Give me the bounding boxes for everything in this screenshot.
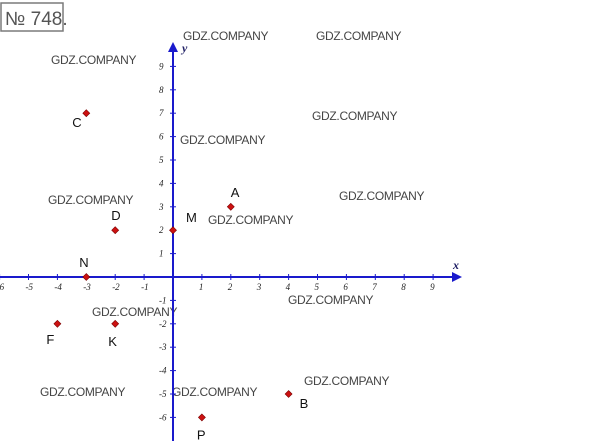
x-tick-label: 5 (315, 282, 320, 292)
x-axis-arrow (452, 272, 462, 282)
y-axis-arrow (168, 42, 178, 52)
point-f-label: F (46, 332, 54, 347)
watermark: GDZ.COMPANY (180, 133, 265, 147)
x-tick-label: -4 (54, 282, 62, 292)
point-n-label: N (79, 255, 88, 270)
point-m-marker (169, 226, 177, 235)
watermark: GDZ.COMPANY (316, 29, 401, 43)
watermark: GDZ.COMPANY (339, 189, 424, 203)
point-p-label: P (197, 427, 206, 441)
y-tick-label: 8 (159, 85, 164, 95)
x-tick-label: -2 (112, 282, 120, 292)
x-tick-label: 1 (199, 282, 204, 292)
point-k-label: K (108, 334, 117, 349)
point-a-marker (226, 202, 235, 211)
y-tick-label: 6 (159, 132, 164, 142)
x-tick-label: 4 (286, 282, 291, 292)
x-tick-label: 2 (228, 282, 233, 292)
y-tick-label: 2 (159, 225, 164, 235)
point-c-marker (82, 109, 91, 118)
point-p-marker (197, 413, 206, 422)
point-n-marker (82, 273, 91, 281)
point-d-marker (111, 226, 120, 235)
x-tick-label: -6 (0, 282, 5, 292)
problem-number-badge: № 748. (0, 2, 68, 32)
watermark: GDZ.COMPANY (92, 305, 177, 319)
y-tick-label: -1 (159, 295, 167, 305)
x-tick-label: 8 (401, 282, 406, 292)
y-tick-label: -3 (159, 342, 167, 352)
point-a-label: A (231, 185, 240, 200)
point-c-label: C (72, 115, 81, 130)
y-tick-label: 1 (159, 249, 164, 259)
x-tick-label: 9 (430, 282, 435, 292)
y-tick-label: 7 (159, 108, 164, 118)
problem-number: № 748. (5, 9, 68, 30)
points: C A D M N F K B P (46, 109, 309, 441)
watermark: GDZ.COMPANY (40, 385, 125, 399)
y-tick-label: 4 (159, 178, 164, 188)
point-k-marker (111, 319, 120, 328)
x-tick-label: 3 (256, 282, 262, 292)
watermark: GDZ.COMPANY (48, 193, 133, 207)
point-d-label: D (111, 208, 120, 223)
y-tick-label: -5 (159, 389, 167, 399)
watermark: GDZ.COMPANY (51, 53, 136, 67)
x-axis-name: x (452, 258, 459, 272)
y-tick-label: 9 (159, 61, 164, 71)
y-tick-label: -6 (159, 412, 167, 422)
y-tick-label: -4 (159, 366, 167, 376)
watermark: GDZ.COMPANY (172, 385, 257, 399)
x-tick-label: 7 (372, 282, 377, 292)
watermark: GDZ.COMPANY (288, 293, 373, 307)
y-tick-label: -2 (159, 319, 167, 329)
watermark: GDZ.COMPANY (304, 374, 389, 388)
y-tick-label: 5 (159, 155, 164, 165)
axes: x y (0, 41, 462, 441)
watermark: GDZ.COMPANY (208, 213, 293, 227)
x-tick-label: -1 (141, 282, 149, 292)
x-tick-label: 6 (343, 282, 348, 292)
watermark: GDZ.COMPANY (312, 109, 397, 123)
x-tick-label: -3 (83, 282, 91, 292)
watermarks: GDZ.COMPANY GDZ.COMPANY GDZ.COMPANY GDZ.… (40, 29, 425, 399)
problem-number-box (0, 2, 64, 32)
y-tick-label: 3 (158, 202, 164, 212)
watermark: GDZ.COMPANY (183, 29, 268, 43)
point-m-label: M (186, 210, 197, 225)
axis-ticks: -6 -5 -4 -3 -2 -1 1 2 3 4 5 6 7 8 9 9 8 7 6 5 4 3 2 1 -1 -2 -3 -4 -5… (0, 61, 435, 422)
point-b-label: B (300, 396, 309, 411)
x-tick-label: -5 (26, 282, 34, 292)
y-axis-name: y (180, 41, 188, 55)
point-b-marker (284, 390, 293, 398)
point-f-marker (53, 319, 62, 328)
